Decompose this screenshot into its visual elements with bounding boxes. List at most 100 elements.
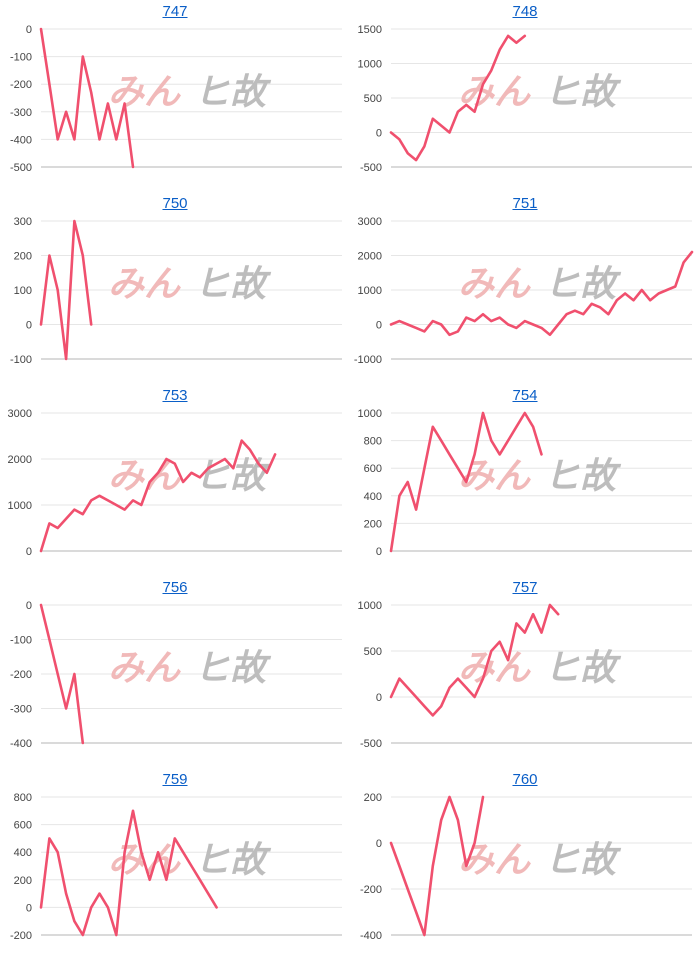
chart-title-link[interactable]: 753: [162, 387, 188, 404]
chart-svg: 0 -100 -200 -300 -400 みん ヒ故: [10, 600, 342, 750]
chart-title-link[interactable]: 754: [512, 387, 538, 404]
y-tick-label: 0: [26, 546, 32, 558]
y-tick-label: 100: [14, 285, 32, 297]
watermark-part1: みん: [458, 840, 531, 881]
chart-svg: 200 0 -200 -400 みん ヒ故: [360, 792, 692, 942]
watermark-part1: みん: [458, 456, 531, 497]
chart-svg: 1000 500 0 -500 みん ヒ故: [358, 600, 692, 750]
watermark-part1: みん: [458, 264, 531, 305]
series-line: [389, 411, 543, 553]
chart-panel-759: 800 600 400 200 0 -200 みん ヒ故 759: [0, 768, 350, 960]
y-tick-label: 200: [14, 875, 32, 887]
y-tick-label: 1000: [8, 500, 32, 512]
chart-panel-756: 0 -100 -200 -300 -400 みん ヒ故 756: [0, 576, 350, 768]
watermark-part2: ヒ故: [194, 456, 272, 497]
y-tick-label: 0: [376, 546, 382, 558]
y-tick-label: 1000: [358, 59, 382, 71]
chart-title-link[interactable]: 748: [512, 3, 538, 20]
chart-svg: 3000 2000 1000 0 みん ヒ故: [8, 408, 342, 558]
y-tick-label: 500: [364, 646, 382, 658]
y-tick-label: 3000: [8, 408, 32, 420]
watermark-part2: ヒ故: [194, 648, 272, 689]
y-tick-label: -300: [10, 704, 32, 716]
y-tick-label: -400: [10, 738, 32, 750]
chart-title-link[interactable]: 750: [162, 195, 188, 212]
y-tick-label: 800: [14, 792, 32, 804]
y-tick-label: -100: [10, 354, 32, 366]
y-tick-label: 0: [376, 128, 382, 140]
chart-title-link[interactable]: 760: [512, 771, 538, 788]
y-tick-label: 600: [364, 463, 382, 475]
series-line: [389, 603, 560, 717]
chart-svg: 1000 800 600 400 200 0 みん ヒ故: [358, 408, 692, 558]
chart-panel-750: 300 200 100 0 -100 みん ヒ故 750: [0, 192, 350, 384]
y-tick-label: -500: [360, 162, 382, 174]
y-tick-label: -1000: [354, 354, 382, 366]
y-tick-label: 2000: [358, 251, 382, 263]
watermark-part2: ヒ故: [544, 264, 622, 305]
y-tick-label: 200: [14, 251, 32, 263]
series-line: [39, 219, 93, 361]
series-line: [39, 603, 85, 745]
y-tick-label: -500: [360, 738, 382, 750]
series-line: [389, 34, 527, 162]
y-tick-label: 1500: [358, 24, 382, 36]
series-line: [389, 795, 485, 937]
y-tick-label: 800: [364, 436, 382, 448]
watermark-part2: ヒ故: [194, 840, 272, 881]
y-tick-label: 200: [364, 518, 382, 530]
watermark-part2: ヒ故: [544, 648, 622, 689]
y-tick-label: 0: [26, 600, 32, 612]
watermark-part2: ヒ故: [544, 456, 622, 497]
chart-svg: 300 200 100 0 -100 みん ヒ故: [10, 216, 342, 366]
chart-title-link[interactable]: 756: [162, 579, 188, 596]
series-line: [39, 27, 135, 169]
y-tick-label: -500: [10, 162, 32, 174]
y-tick-label: 0: [376, 692, 382, 704]
y-tick-label: -300: [10, 107, 32, 119]
watermark-part2: ヒ故: [194, 72, 272, 113]
chart-svg: 3000 2000 1000 0 -1000 みん ヒ故: [354, 216, 694, 366]
y-tick-label: 600: [14, 820, 32, 832]
y-tick-label: -200: [360, 884, 382, 896]
watermark-part2: ヒ故: [544, 72, 622, 113]
y-tick-label: 0: [26, 902, 32, 914]
y-tick-label: -200: [10, 79, 32, 91]
chart-panel-760: 200 0 -200 -400 みん ヒ故 760: [350, 768, 700, 960]
series-line: [39, 809, 218, 937]
y-tick-label: 200: [364, 792, 382, 804]
chart-panel-748: 1500 1000 500 0 -500 みん ヒ故 748: [350, 0, 700, 192]
y-tick-label: 0: [376, 320, 382, 332]
y-tick-label: 500: [364, 93, 382, 105]
y-tick-label: 0: [26, 320, 32, 332]
watermark-part1: みん: [108, 264, 181, 305]
chart-title-link[interactable]: 747: [162, 3, 188, 20]
y-tick-label: 1000: [358, 285, 382, 297]
chart-title-link[interactable]: 751: [512, 195, 538, 212]
chart-panel-747: 0 -100 -200 -300 -400 -500 みん ヒ故 747: [0, 0, 350, 192]
chart-svg: 0 -100 -200 -300 -400 -500 みん ヒ故: [10, 24, 342, 174]
y-tick-label: 1000: [358, 408, 382, 420]
series-line: [389, 250, 694, 337]
series-line: [39, 439, 277, 553]
y-tick-label: -100: [10, 635, 32, 647]
chart-title-link[interactable]: 759: [162, 771, 188, 788]
y-tick-label: -200: [10, 930, 32, 942]
watermark-part2: ヒ故: [544, 840, 622, 881]
y-tick-label: 0: [26, 24, 32, 36]
watermark-part1: みん: [458, 648, 531, 689]
watermark-part1: みん: [458, 72, 531, 113]
y-tick-label: 1000: [358, 600, 382, 612]
y-tick-label: -100: [10, 52, 32, 64]
y-tick-label: 0: [376, 838, 382, 850]
y-tick-label: -400: [10, 134, 32, 146]
watermark-part1: みん: [108, 648, 181, 689]
y-tick-label: -200: [10, 669, 32, 681]
chart-svg: 1500 1000 500 0 -500 みん ヒ故: [358, 24, 692, 174]
chart-title-link[interactable]: 757: [512, 579, 538, 596]
chart-panel-753: 3000 2000 1000 0 みん ヒ故 753: [0, 384, 350, 576]
watermark-part1: みん: [108, 456, 181, 497]
y-tick-label: 2000: [8, 454, 32, 466]
y-tick-label: 300: [14, 216, 32, 228]
